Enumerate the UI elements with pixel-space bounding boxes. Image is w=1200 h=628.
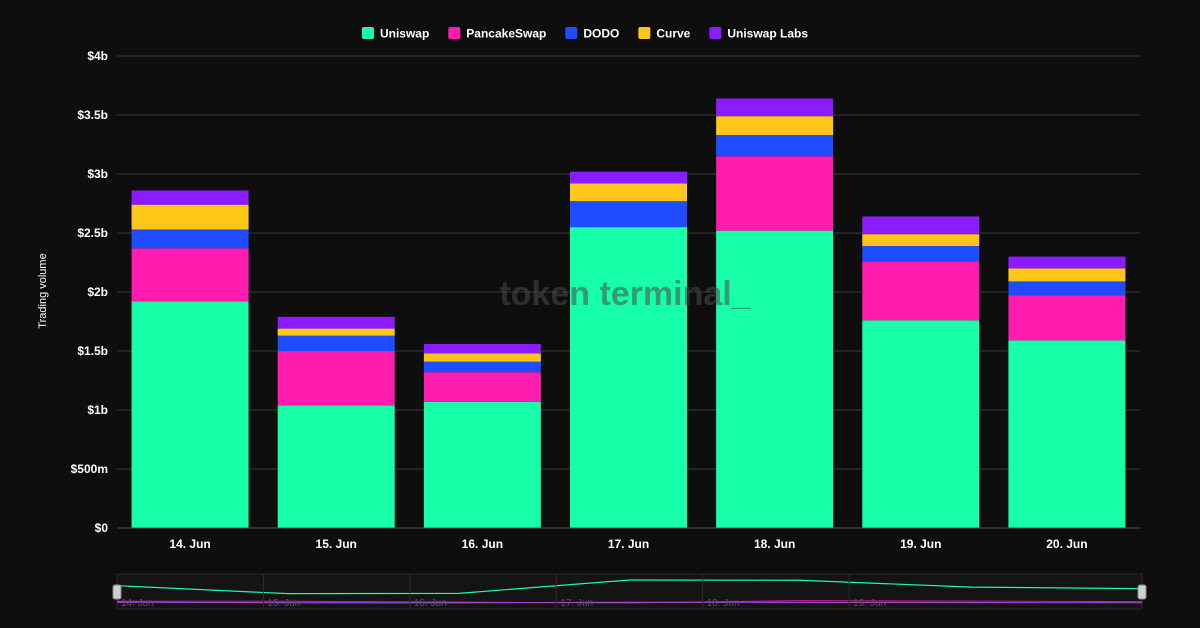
bar-segment-dodo[interactable] — [424, 362, 541, 373]
legend-item-dodo[interactable]: DODO — [565, 27, 619, 41]
bar-segment-curve[interactable] — [424, 353, 541, 361]
y-tick-label: $1b — [87, 403, 108, 417]
bar-segment-uniswap[interactable] — [862, 320, 979, 528]
bar-segment-curve[interactable] — [716, 116, 833, 135]
y-axis-title: Trading volume — [37, 253, 49, 328]
navigator-handle-left[interactable] — [113, 585, 121, 599]
legend-label: Curve — [656, 27, 690, 41]
x-tick-label: 15. Jun — [316, 537, 357, 551]
x-tick-label: 14. Jun — [169, 537, 210, 551]
legend-swatch — [448, 27, 460, 39]
legend-swatch — [565, 27, 577, 39]
legend-item-pancakeswap[interactable]: PancakeSwap — [448, 27, 546, 41]
bar-segment-dodo[interactable] — [862, 246, 979, 261]
navigator-label: 18. Jun — [707, 598, 740, 609]
y-tick-label: $3b — [87, 167, 108, 181]
bar-segment-uniswap[interactable] — [424, 402, 541, 528]
bar-segment-uniswap[interactable] — [132, 301, 249, 528]
legend-label: DODO — [583, 27, 619, 41]
bars — [132, 98, 1126, 528]
navigator-label: 14. Jun — [121, 598, 154, 609]
navigator-label: 17. Jun — [560, 598, 593, 609]
x-axis: 14. Jun 15. Jun 16. Jun 17. Jun 18. Jun 19. J… — [117, 528, 1140, 551]
y-tick-label: $2b — [87, 285, 108, 299]
navigator-label: 19. Jun — [853, 598, 886, 609]
bar-segment-curve[interactable] — [862, 234, 979, 246]
bar-segment-dodo[interactable] — [132, 229, 249, 248]
bar-segment-uniswap-labs[interactable] — [570, 172, 687, 184]
legend-item-uniswap-labs[interactable]: Uniswap Labs — [709, 27, 808, 41]
bar-segment-uniswap-labs[interactable] — [716, 98, 833, 116]
x-tick-label: 16. Jun — [462, 537, 503, 551]
bar-segment-curve[interactable] — [570, 183, 687, 201]
bar-segment-pancakeswap[interactable] — [278, 351, 395, 405]
bar-segment-pancakeswap[interactable] — [1008, 296, 1125, 341]
bar-segment-uniswap[interactable] — [278, 405, 395, 528]
legend-label: PancakeSwap — [466, 27, 546, 41]
y-tick-label: $0 — [95, 521, 109, 535]
legend-swatch — [362, 27, 374, 39]
navigator-label: 15. Jun — [267, 598, 300, 609]
bar-segment-pancakeswap[interactable] — [132, 248, 249, 301]
bar-segment-uniswap-labs[interactable] — [862, 216, 979, 234]
navigator-label: 16. Jun — [414, 598, 447, 609]
legend-label: Uniswap Labs — [727, 27, 808, 41]
y-tick-label: $2.5b — [77, 226, 108, 240]
y-tick-label: $1.5b — [77, 344, 108, 358]
bar-segment-pancakeswap[interactable] — [862, 261, 979, 320]
bar-segment-dodo[interactable] — [716, 135, 833, 156]
bar-segment-curve[interactable] — [132, 205, 249, 230]
legend-item-uniswap[interactable]: Uniswap — [362, 27, 429, 41]
bar-segment-uniswap-labs[interactable] — [1008, 257, 1125, 269]
bar-segment-dodo[interactable] — [1008, 281, 1125, 295]
navigator-handle-right[interactable] — [1138, 585, 1146, 599]
y-axis: $0 $500m $1b $1.5b $2b $2.5b $3b $3.5b $4b — [71, 49, 109, 535]
legend-swatch — [709, 27, 721, 39]
bar-segment-uniswap-labs[interactable] — [132, 191, 249, 205]
y-tick-label: $500m — [71, 462, 108, 476]
legend-item-curve[interactable]: Curve — [638, 27, 690, 41]
bar-segment-pancakeswap[interactable] — [716, 156, 833, 230]
y-tick-label: $4b — [87, 49, 108, 63]
x-tick-label: 19. Jun — [900, 537, 941, 551]
legend-swatch — [638, 27, 650, 39]
bar-segment-dodo[interactable] — [278, 336, 395, 351]
bar-segment-uniswap-labs[interactable] — [424, 344, 541, 353]
range-navigator[interactable]: 14. Jun 15. Jun 16. Jun 17. Jun 18. Jun 19. J… — [113, 574, 1146, 609]
x-tick-label: 18. Jun — [754, 537, 795, 551]
bar-segment-uniswap[interactable] — [1008, 340, 1125, 528]
bar-segment-pancakeswap[interactable] — [424, 372, 541, 402]
x-tick-label: 20. Jun — [1046, 537, 1087, 551]
bar-segment-curve[interactable] — [278, 329, 395, 336]
bar-segment-dodo[interactable] — [570, 201, 687, 227]
legend[interactable]: Uniswap PancakeSwap DODO Curve Uniswap Labs — [362, 27, 808, 41]
bar-segment-uniswap[interactable] — [570, 227, 687, 528]
x-tick-label: 17. Jun — [608, 537, 649, 551]
bar-segment-uniswap-labs[interactable] — [278, 317, 395, 329]
legend-label: Uniswap — [380, 27, 429, 41]
bar-segment-curve[interactable] — [1008, 268, 1125, 281]
y-tick-label: $3.5b — [77, 108, 108, 122]
watermark: token terminal_ — [499, 275, 751, 313]
